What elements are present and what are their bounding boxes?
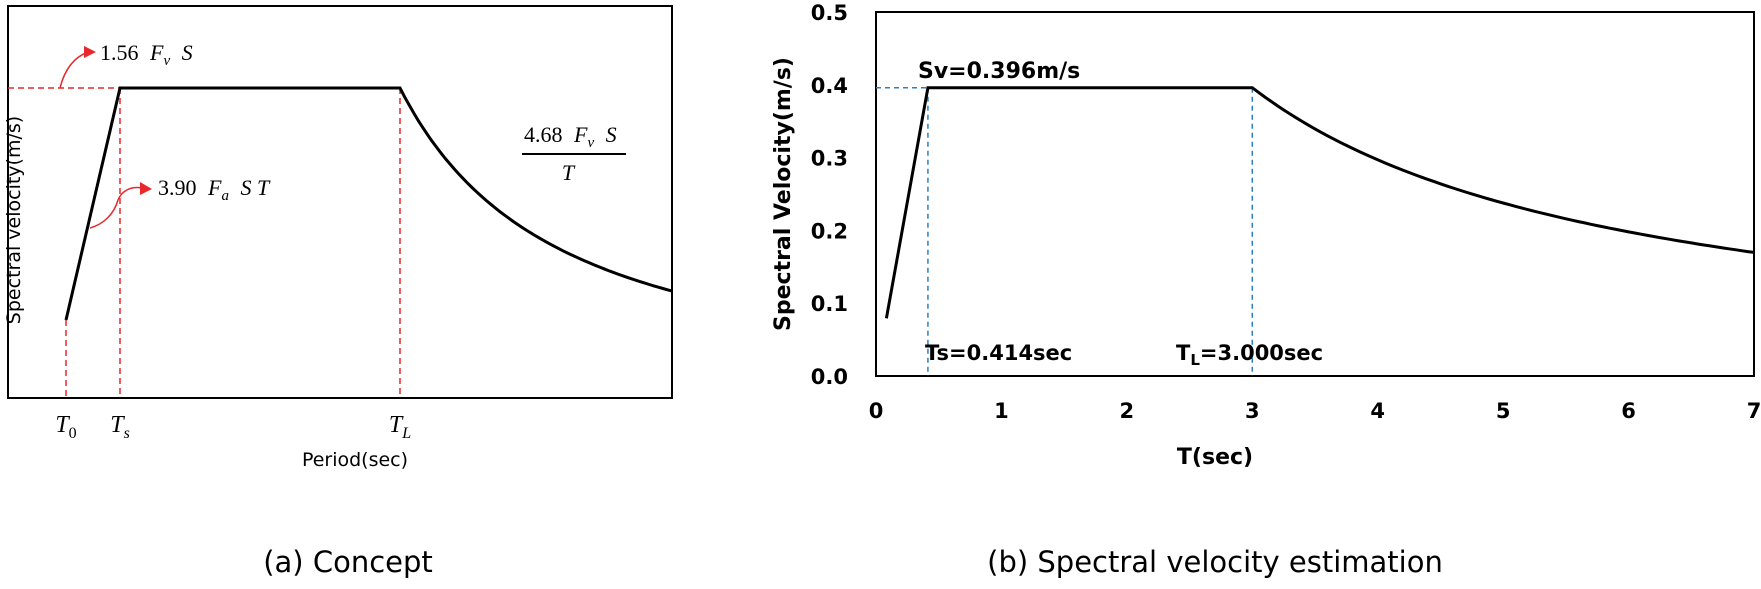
- estimation-guides: [876, 86, 1254, 376]
- y-tick-label: 0.2: [811, 219, 848, 243]
- concept-annotation-arrows: [59, 46, 152, 229]
- arrowhead-plateau: [84, 46, 96, 58]
- concept-xaxis-label: Period(sec): [302, 449, 408, 471]
- estimation-caption: (b) Spectral velocity estimation: [987, 545, 1443, 579]
- concept-decay-denominator: T: [562, 160, 576, 185]
- x-tick-label: 4: [1370, 399, 1385, 423]
- concept-xtick-ts: Ts: [110, 412, 130, 442]
- y-tick-label: 0.0: [811, 365, 848, 389]
- concept-chart: 1.56 Fv S 3.90 Fa S T 4.68 Fv S T T0 Ts …: [3, 5, 673, 579]
- x-tick-label: 5: [1496, 399, 1511, 423]
- estimation-yaxis-label: Spectral Velocity(m/s): [771, 57, 796, 331]
- arrowhead-rise: [140, 182, 152, 195]
- concept-xtick-t0: T0: [55, 412, 76, 442]
- arrow-rise: [89, 186, 143, 229]
- concept-spectrum-line: [64, 86, 673, 321]
- x-tick-label: 2: [1120, 399, 1135, 423]
- estimation-x-axis: 0 1 2 3 4 5 6 7: [869, 399, 1761, 423]
- concept-xtick-tl: TL: [389, 412, 411, 442]
- estimation-ts-label: Ts=0.414sec: [925, 341, 1072, 365]
- concept-decay-numerator: 4.68 Fv S: [524, 122, 617, 152]
- y-tick-label: 0.4: [811, 74, 848, 98]
- estimation-spectrum-line: [884, 86, 1755, 319]
- x-tick-label: 1: [994, 399, 1009, 423]
- concept-caption: (a) Concept: [263, 545, 433, 579]
- estimation-plot-frame: [875, 11, 1755, 377]
- estimation-series: [884, 86, 1755, 319]
- x-tick-label: 6: [1621, 399, 1636, 423]
- y-tick-label: 0.5: [811, 1, 848, 25]
- estimation-sv-label: Sv=0.396m/s: [918, 59, 1080, 84]
- x-tick-label: 3: [1245, 399, 1260, 423]
- x-tick-label: 7: [1747, 399, 1761, 423]
- concept-guides: [8, 87, 401, 398]
- concept-rise-label: 3.90 Fa S T: [158, 175, 271, 205]
- estimation-xaxis-label: T(sec): [1177, 445, 1253, 470]
- concept-yaxis-label: Spectral velocity(m/s): [3, 116, 25, 324]
- y-tick-label: 0.1: [811, 292, 848, 316]
- x-tick-label: 0: [869, 399, 884, 423]
- concept-plot-frame: [7, 5, 673, 399]
- estimation-tl-label: TL=3.000sec: [1176, 341, 1323, 369]
- concept-curve: [64, 86, 673, 321]
- arrow-plateau: [59, 51, 89, 89]
- y-tick-label: 0.3: [811, 147, 848, 171]
- concept-plateau-label: 1.56 Fv S: [100, 40, 193, 70]
- estimation-y-axis: 0.0 0.1 0.2 0.3 0.4 0.5: [811, 1, 848, 389]
